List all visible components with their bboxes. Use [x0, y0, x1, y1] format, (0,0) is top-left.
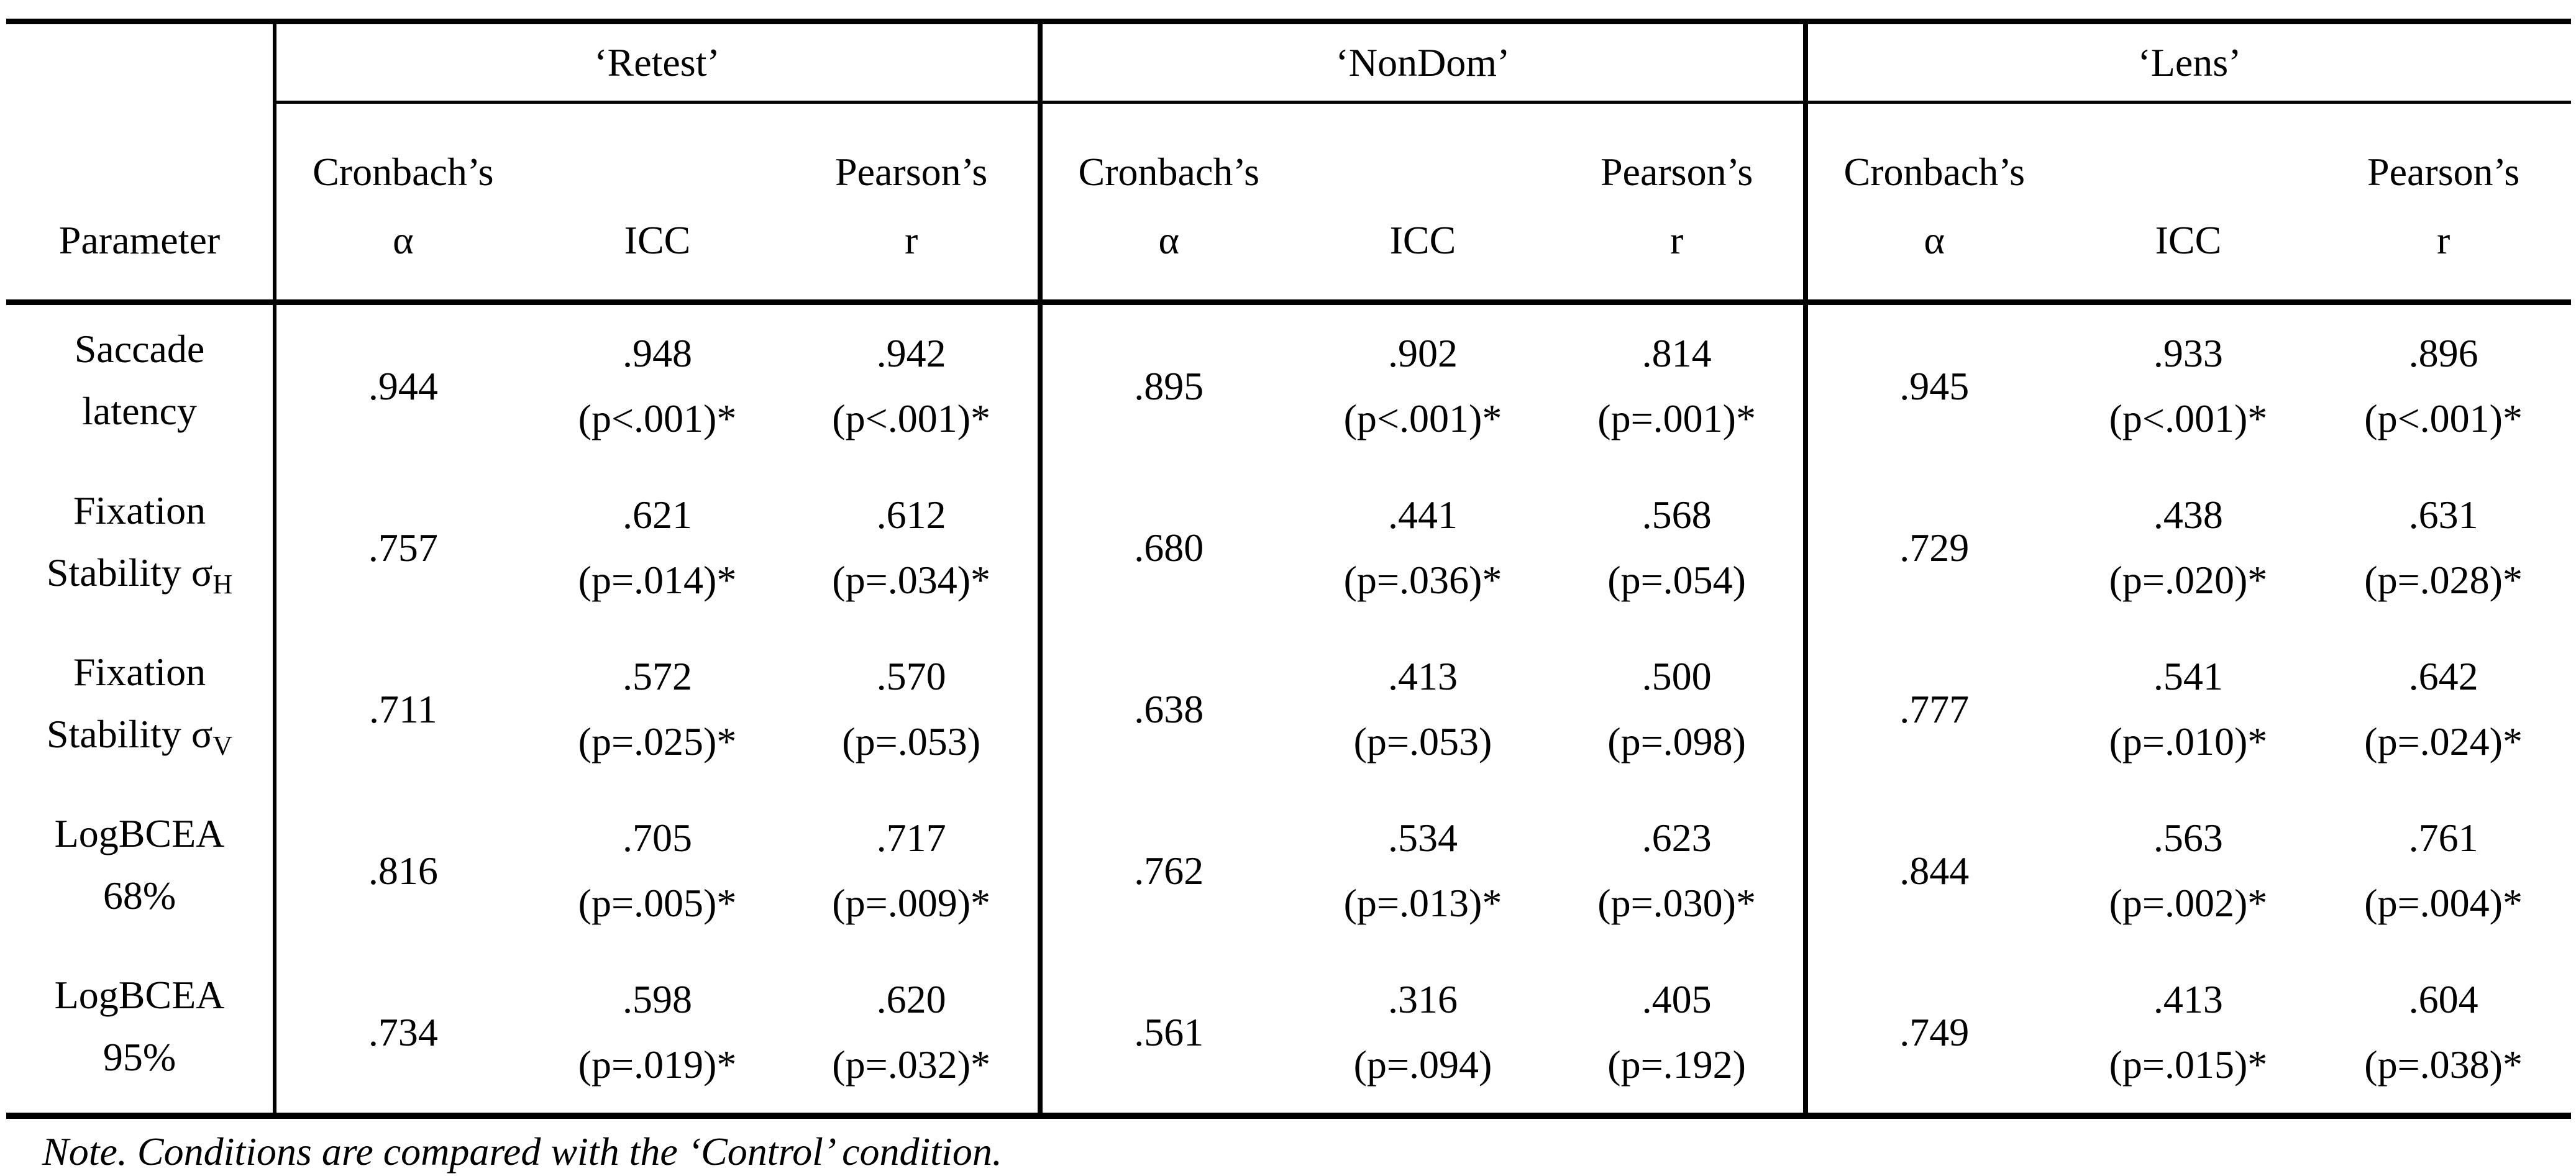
alpha-cell: .680 [1134, 525, 1204, 570]
nondom-icc-header: ICC [1295, 102, 1551, 305]
pearson-cell: .612 (p=.034)* [785, 467, 1043, 628]
table-row-fixation-stability-h: Fixation Stability σH .757 .621 (p=.014)*… [6, 467, 2571, 628]
retest-cronbach-header: Cronbach’s α [275, 102, 530, 305]
pearson-cell: .500 (p=.098) [1550, 628, 1808, 790]
alpha-cell: .945 [1899, 363, 1970, 408]
icc-cell: .441 (p=.036)* [1343, 493, 1502, 602]
alpha-cell: .729 [1899, 525, 1970, 570]
table-row-logbcea-68: LogBCEA 68% .816 .705 (p=.005)* .717 (p=.0… [6, 790, 2571, 951]
pearson-cell: .620 (p=.032)* [785, 951, 1043, 1116]
pearson-cell: .896 (p<.001)* [2364, 331, 2523, 440]
table-row-saccade-latency: Saccade latency .944 .948 (p<.001)* .942(… [6, 302, 2571, 467]
lens-icc-header: ICC [2060, 102, 2316, 305]
icc-cell: .948 (p<.001)* [578, 331, 737, 440]
alpha-cell: .944 [368, 363, 438, 408]
pearson-cell: .604 (p=.038)* [2364, 977, 2523, 1087]
nondom-pearson-header: Pearson’s r [1550, 102, 1808, 305]
retest-icc-header: ICC [529, 102, 785, 305]
stat-header-row: Cronbach’s α ICC Pearson’s r Cronbach’s … [6, 102, 2571, 305]
icc-cell: .413 (p=.053) [1353, 654, 1492, 763]
pearson-cell: .717 (p=.009)* [785, 790, 1043, 951]
icc-cell: .705 (p=.005)* [578, 816, 737, 925]
icc-cell: .438 (p=.020)* [2109, 493, 2268, 602]
alpha-cell: .844 [1899, 848, 1970, 893]
icc-cell: .598 (p=.019)* [578, 977, 737, 1087]
icc-cell: .541 (p=.010)* [2109, 654, 2268, 763]
icc-cell: .572 (p=.025)* [578, 654, 737, 763]
parameter-cell: Fixation Stability σH [6, 467, 276, 628]
icc-cell: .933 (p<.001)* [2109, 331, 2268, 440]
pearson-cell: .942 (p<.001)* [785, 302, 1043, 467]
alpha-cell: .762 [1134, 848, 1204, 893]
subscript: H [212, 568, 233, 599]
pearson-cell: .761 (p=.004)* [2364, 816, 2523, 925]
pearson-cell: .570 (p=.053) [785, 628, 1043, 790]
pearson-cell: .568 (p=.054) [1550, 467, 1808, 628]
alpha-cell: .895 [1134, 363, 1204, 408]
alpha-cell: .749 [1899, 1010, 1970, 1054]
alpha-cell: .711 [369, 686, 437, 731]
alpha-cell: .757 [368, 525, 438, 570]
alpha-cell: .816 [368, 848, 438, 893]
alpha-cell: .638 [1134, 686, 1204, 731]
table-row-fixation-stability-v: Fixation Stability σV .711 .572 (p=.025)*… [6, 628, 2571, 790]
condition-header-nondom: ‘NonDom’ [1039, 21, 1808, 104]
lens-cronbach-header: Cronbach’s α [1805, 102, 2061, 305]
lens-pearson-header: Pearson’s r [2316, 102, 2571, 305]
pearson-cell: .814 (p=.001)* [1550, 302, 1808, 467]
icc-cell: .902 (p<.001)* [1343, 331, 1502, 440]
alpha-cell: .734 [368, 1010, 438, 1054]
condition-header-retest: ‘Retest’ [275, 21, 1043, 104]
reliability-table: Parameter ‘Retest’ ‘NonDom’ ‘Lens’ Cronb… [6, 19, 2571, 1119]
condition-header-lens: ‘Lens’ [1805, 21, 2571, 104]
pearson-cell: .405 (p=.192) [1550, 951, 1808, 1116]
pearson-cell: .631 (p=.028)* [2364, 493, 2523, 602]
alpha-cell: .561 [1134, 1010, 1204, 1054]
alpha-cell: .777 [1899, 686, 1970, 731]
icc-cell: .563 (p=.002)* [2109, 816, 2268, 925]
pearson-cell: .642 (p=.024)* [2364, 654, 2523, 763]
condition-header-row: Parameter ‘Retest’ ‘NonDom’ ‘Lens’ [6, 21, 2571, 305]
subscript: V [212, 730, 233, 761]
nondom-cronbach-header: Cronbach’s α [1039, 102, 1295, 305]
icc-cell: .413 (p=.015)* [2109, 977, 2268, 1087]
table-row-logbcea-95: LogBCEA 95% .734 .598 (p=.019)* .620 (p=.0… [6, 951, 2571, 1116]
icc-cell: .316 (p=.094) [1353, 977, 1492, 1087]
parameter-cell: LogBCEA 68% [6, 790, 276, 951]
retest-pearson-header: Pearson’s r [785, 102, 1043, 305]
icc-cell: .534 (p=.013)* [1343, 816, 1502, 925]
parameter-cell: LogBCEA 95% [6, 951, 276, 1116]
parameter-cell: Saccade latency [6, 302, 276, 467]
icc-cell: .621 (p=.014)* [578, 493, 737, 602]
parameter-cell: Fixation Stability σV [6, 628, 276, 790]
table-note: Note. Conditions are compared with the ‘… [42, 1129, 1002, 1174]
pearson-cell: .623 (p=.030)* [1550, 790, 1808, 951]
parameter-header: Parameter [6, 21, 276, 305]
